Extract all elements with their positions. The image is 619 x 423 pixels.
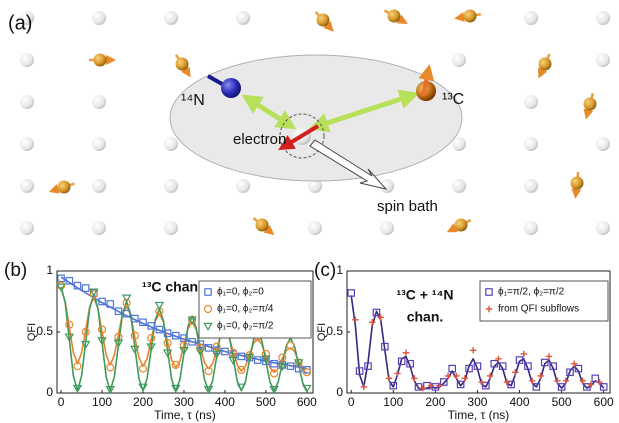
nitrogen-label: ¹⁴N <box>181 92 205 109</box>
lattice-site <box>92 137 106 151</box>
x-tick-label: 200 <box>133 395 153 409</box>
legend-label: ϕ₁=0, ϕ₂=π/2 <box>217 321 274 332</box>
lattice-site <box>20 95 34 109</box>
nitrogen-spin <box>221 78 241 98</box>
lattice-site <box>596 221 610 235</box>
page: (a) ¹⁴N ¹³C electron spin bath 010020030… <box>0 0 619 423</box>
legend-label: from QFI subflows <box>498 304 579 315</box>
x-axis-label: Time, τ (ns) <box>154 408 216 422</box>
bath-spin <box>317 14 330 27</box>
bath-spin <box>58 181 71 194</box>
legend-label: ϕ₁=0, ϕ₂=π/4 <box>217 304 274 315</box>
carbon-label: ¹³C <box>442 91 464 108</box>
legend-label: ϕ₁=0, ϕ₂=0 <box>217 287 264 298</box>
lattice-site <box>92 11 106 25</box>
x-tick-label: 0 <box>348 395 355 409</box>
x-tick-label: 600 <box>297 395 317 409</box>
lattice-site <box>596 137 610 151</box>
bath-spin <box>455 219 468 232</box>
bath-spin <box>584 98 597 111</box>
bath-spin <box>571 177 584 190</box>
bath-spin <box>464 10 477 23</box>
panel-label: (a) <box>8 12 32 34</box>
lattice-site <box>524 137 538 151</box>
lattice-site <box>596 11 610 25</box>
lattice-site <box>164 221 178 235</box>
annotation: ¹³C + ¹⁴N <box>396 287 453 303</box>
y-axis-label: QFI <box>316 323 328 341</box>
lattice-site <box>20 137 34 151</box>
lattice-site <box>524 11 538 25</box>
bath-spin <box>176 58 189 71</box>
electron-label: electron <box>233 131 286 148</box>
lattice-site <box>308 221 322 235</box>
y-tick-label: 0 <box>46 385 53 399</box>
legend: ϕ₁=0, ϕ₂=0 ϕ₁=0, ϕ₂=π/4 ϕ₁=0, ϕ₂=π/2 <box>199 281 311 338</box>
lattice-site <box>380 221 394 235</box>
x-tick-label: 600 <box>594 395 614 409</box>
x-tick-label: 500 <box>552 395 572 409</box>
lattice-site <box>164 179 178 193</box>
annotation: chan. <box>407 309 444 325</box>
x-tick-label: 500 <box>256 395 276 409</box>
y-tick-label: 1 <box>336 263 343 277</box>
y-axis-label: QFI <box>26 323 38 341</box>
legend-label: ϕ₁=π/2, ϕ₂=π/2 <box>498 287 565 298</box>
lattice-site <box>164 137 178 151</box>
x-tick-label: 400 <box>510 395 530 409</box>
y-tick-label: 0.5 <box>36 324 53 338</box>
chart: 0 100 200 300 400 500 600 0 0.5 1 Time, τ (ns) QFI (… <box>4 260 317 422</box>
bath-spin <box>94 54 107 67</box>
panel-label: (b) <box>4 260 27 281</box>
x-tick-label: 300 <box>467 395 487 409</box>
x-axis-label: Time, τ (ns) <box>448 408 510 422</box>
lattice-site <box>596 53 610 67</box>
y-tick-label: 0.5 <box>326 324 343 338</box>
lattice-site <box>452 179 466 193</box>
lattice-site <box>20 179 34 193</box>
x-tick-label: 400 <box>215 395 235 409</box>
lattice-site <box>92 95 106 109</box>
x-tick-label: 100 <box>383 395 403 409</box>
bath-spin <box>256 219 269 232</box>
lattice-site <box>452 53 466 67</box>
panel-label: (c) <box>314 260 336 281</box>
legend: ϕ₁=π/2, ϕ₂=π/2 from QFI subflows <box>480 281 608 321</box>
y-tick-label: 0 <box>336 385 343 399</box>
bath-spin <box>388 10 401 23</box>
lattice-site <box>92 221 106 235</box>
x-tick-label: 100 <box>92 395 112 409</box>
lattice-site <box>236 11 250 25</box>
lattice-site <box>92 179 106 193</box>
bath-spin <box>539 58 552 71</box>
lattice-site <box>20 53 34 67</box>
lattice-site <box>524 221 538 235</box>
lattice-site <box>164 11 178 25</box>
x-tick-label: 200 <box>425 395 445 409</box>
annotation: ¹³C chan. <box>142 279 202 295</box>
lattice-site <box>236 179 250 193</box>
lattice-site <box>524 95 538 109</box>
figure: (a) ¹⁴N ¹³C electron spin bath 010020030… <box>0 0 619 423</box>
bath-label: spin bath <box>377 198 438 215</box>
lattice-site <box>524 179 538 193</box>
x-tick-label: 0 <box>58 395 65 409</box>
lattice-site <box>20 221 34 235</box>
interaction-region <box>170 55 462 181</box>
chart: 0 100 200 300 400 500 600 0 0.5 1 Time, τ (ns) QFI (… <box>314 260 614 422</box>
y-tick-label: 1 <box>46 263 53 277</box>
x-tick-label: 300 <box>174 395 194 409</box>
